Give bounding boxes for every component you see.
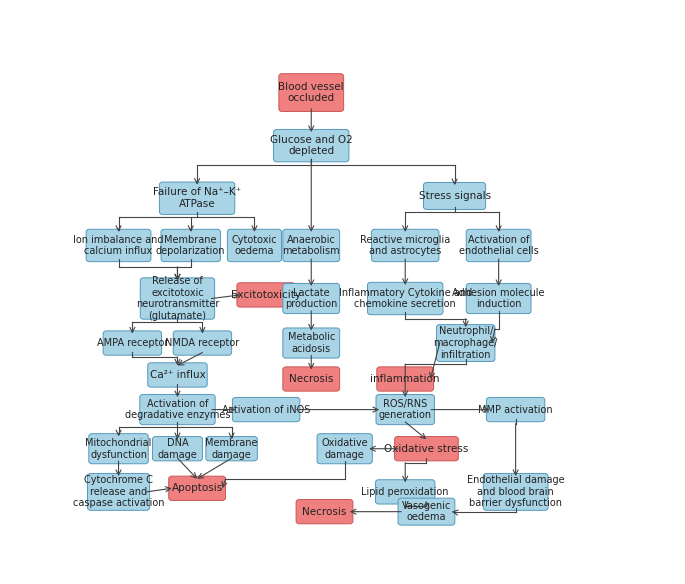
FancyBboxPatch shape xyxy=(436,325,495,361)
FancyBboxPatch shape xyxy=(161,230,221,262)
Text: Glucose and O2
depleted: Glucose and O2 depleted xyxy=(270,135,353,157)
FancyBboxPatch shape xyxy=(395,437,458,461)
FancyBboxPatch shape xyxy=(140,278,214,319)
FancyBboxPatch shape xyxy=(88,474,149,510)
Text: AMPA receptor: AMPA receptor xyxy=(97,338,168,348)
Text: Mitochondrial
dysfunction: Mitochondrial dysfunction xyxy=(86,438,151,460)
Text: Anaerobic
metabolism: Anaerobic metabolism xyxy=(282,235,340,256)
FancyBboxPatch shape xyxy=(377,367,434,391)
Text: Cytotoxic
oedema: Cytotoxic oedema xyxy=(232,235,277,256)
Text: Neutrophil/
macrophage/
infiltration: Neutrophil/ macrophage/ infiltration xyxy=(434,326,498,360)
Text: Blood vessel
occluded: Blood vessel occluded xyxy=(278,82,344,103)
FancyBboxPatch shape xyxy=(283,367,340,391)
Text: Lipid peroxidation: Lipid peroxidation xyxy=(362,487,449,497)
FancyBboxPatch shape xyxy=(237,283,295,307)
FancyBboxPatch shape xyxy=(283,328,340,358)
Text: Oxidative stress: Oxidative stress xyxy=(384,444,469,454)
FancyBboxPatch shape xyxy=(483,474,548,510)
Text: Stress signals: Stress signals xyxy=(419,191,490,201)
FancyBboxPatch shape xyxy=(283,283,340,314)
Text: Membrane
damage: Membrane damage xyxy=(206,438,258,460)
Text: Cytochrome C
release and
caspase activation: Cytochrome C release and caspase activat… xyxy=(73,475,164,509)
Text: Oxidative
damage: Oxidative damage xyxy=(321,438,368,460)
FancyBboxPatch shape xyxy=(486,398,545,422)
FancyBboxPatch shape xyxy=(398,498,455,525)
FancyBboxPatch shape xyxy=(103,331,162,355)
Text: Excitotoxicity: Excitotoxicity xyxy=(231,290,301,300)
Text: Necrosis: Necrosis xyxy=(302,507,347,517)
Text: NMDA receptor: NMDA receptor xyxy=(165,338,240,348)
Text: Release of
excitotoxic
neurotransmitter
(glutamate): Release of excitotoxic neurotransmitter … xyxy=(136,276,219,321)
FancyBboxPatch shape xyxy=(376,395,434,425)
FancyBboxPatch shape xyxy=(296,499,353,524)
FancyBboxPatch shape xyxy=(160,182,235,214)
FancyBboxPatch shape xyxy=(423,182,486,210)
FancyBboxPatch shape xyxy=(466,230,531,262)
Text: Ca²⁺ influx: Ca²⁺ influx xyxy=(149,370,206,380)
FancyBboxPatch shape xyxy=(140,395,215,425)
Text: Activation of
endothelial cells: Activation of endothelial cells xyxy=(459,235,538,256)
FancyBboxPatch shape xyxy=(86,230,151,262)
FancyBboxPatch shape xyxy=(173,331,232,355)
FancyBboxPatch shape xyxy=(227,230,282,262)
FancyBboxPatch shape xyxy=(368,282,443,315)
FancyBboxPatch shape xyxy=(466,283,531,314)
Text: Adhesion molecule
induction: Adhesion molecule induction xyxy=(452,288,545,310)
FancyBboxPatch shape xyxy=(375,479,435,504)
FancyBboxPatch shape xyxy=(232,398,300,422)
FancyBboxPatch shape xyxy=(279,74,344,112)
Text: DNA
damage: DNA damage xyxy=(158,438,197,460)
FancyBboxPatch shape xyxy=(317,434,373,464)
FancyBboxPatch shape xyxy=(283,230,340,262)
Text: Activation of
degradative enzymes: Activation of degradative enzymes xyxy=(125,399,230,420)
Text: Activation of iNOS: Activation of iNOS xyxy=(222,405,310,415)
Text: Ion imbalance and
calcium influx: Ion imbalance and calcium influx xyxy=(73,235,164,256)
Text: Membrane
depolarization: Membrane depolarization xyxy=(156,235,225,256)
Text: Necrosis: Necrosis xyxy=(289,374,334,384)
Text: MMP activation: MMP activation xyxy=(478,405,553,415)
FancyBboxPatch shape xyxy=(273,130,349,162)
Text: ROS/RNS
generation: ROS/RNS generation xyxy=(379,399,432,420)
Text: Vasogenic
oedema: Vasogenic oedema xyxy=(402,501,451,523)
FancyBboxPatch shape xyxy=(153,437,203,461)
Text: inflammation: inflammation xyxy=(371,374,440,384)
Text: Reactive microglia
and astrocytes: Reactive microglia and astrocytes xyxy=(360,235,450,256)
Text: Metabolic
acidosis: Metabolic acidosis xyxy=(288,332,335,354)
Text: Apoptosis: Apoptosis xyxy=(171,484,223,493)
FancyBboxPatch shape xyxy=(206,437,258,461)
FancyBboxPatch shape xyxy=(148,363,207,387)
Text: Failure of Na⁺–K⁺
ATPase: Failure of Na⁺–K⁺ ATPase xyxy=(153,187,241,209)
FancyBboxPatch shape xyxy=(371,230,439,262)
Text: Endothelial damage
and blood brain
barrier dysfunction: Endothelial damage and blood brain barri… xyxy=(466,475,564,509)
Text: Inflammatory Cytokine and
chemokine secretion: Inflammatory Cytokine and chemokine secr… xyxy=(338,288,472,310)
FancyBboxPatch shape xyxy=(169,476,225,500)
FancyBboxPatch shape xyxy=(89,434,148,464)
Text: Lactate
production: Lactate production xyxy=(285,288,338,310)
